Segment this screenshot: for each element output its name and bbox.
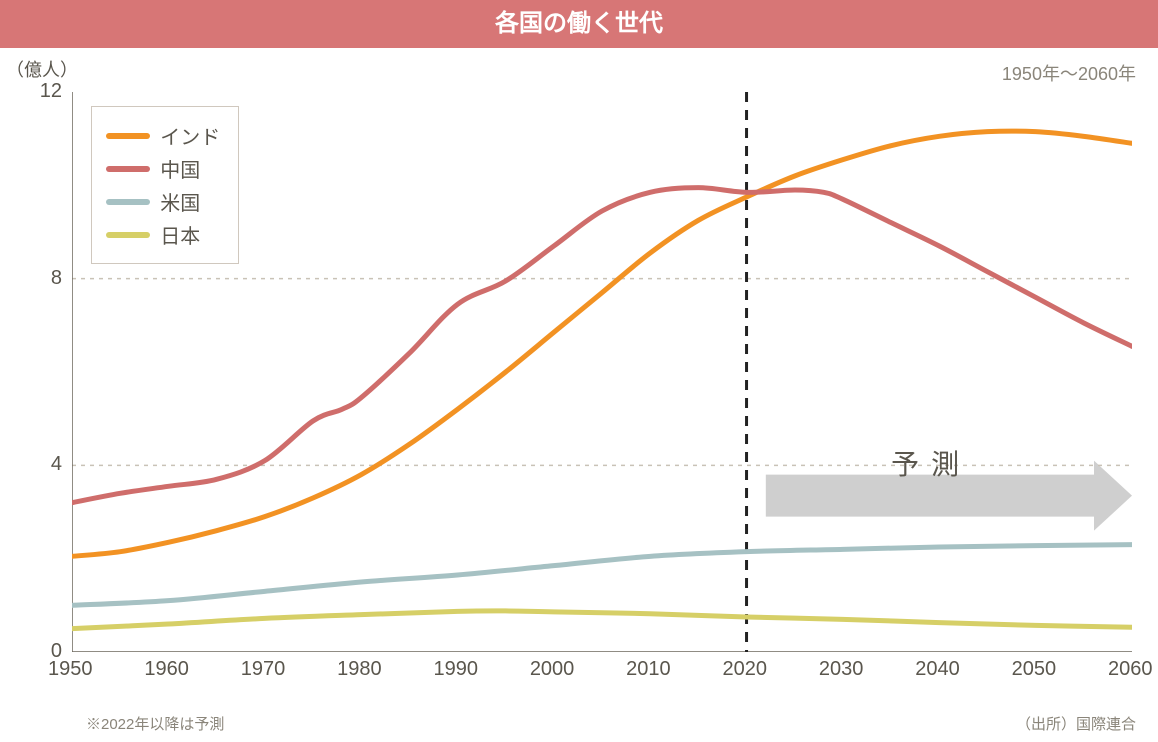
legend-swatch: [106, 232, 150, 238]
time-range-label: 1950年～2060年: [1002, 60, 1136, 86]
legend-item: 中国: [106, 154, 220, 183]
x-tick-label: 2050: [1012, 658, 1057, 681]
forecast-label: 予測: [891, 443, 971, 483]
legend-swatch: [106, 133, 150, 139]
legend-item: 米国: [106, 187, 220, 216]
legend-item: インド: [106, 121, 220, 150]
footnote-right: （出所）国際連合: [1016, 713, 1136, 734]
legend-label: 中国: [160, 154, 200, 183]
x-tick-label: 2020: [723, 658, 768, 681]
chart-container: 各国の働く世代 （億人） 1950年～2060年 インド中国米国日本 予測 ※2…: [0, 0, 1158, 742]
y-tick-label: 8: [51, 267, 62, 290]
legend: インド中国米国日本: [91, 106, 239, 264]
x-tick-label: 1990: [433, 658, 478, 681]
x-tick-label: 2060: [1108, 658, 1153, 681]
legend-item: 日本: [106, 220, 220, 249]
y-axis-unit-label: （億人）: [6, 56, 78, 82]
legend-swatch: [106, 199, 150, 205]
x-tick-label: 1960: [144, 658, 189, 681]
footnote-left: ※2022年以降は予測: [86, 713, 224, 734]
x-tick-label: 2000: [530, 658, 575, 681]
legend-label: 日本: [160, 220, 200, 249]
y-tick-label: 4: [51, 453, 62, 476]
x-tick-label: 2010: [626, 658, 671, 681]
x-tick-label: 1950: [48, 658, 93, 681]
legend-swatch: [106, 166, 150, 172]
x-tick-label: 2040: [915, 658, 960, 681]
x-tick-label: 1970: [241, 658, 286, 681]
chart-title: 各国の働く世代: [0, 0, 1158, 48]
y-tick-label: 12: [40, 80, 62, 103]
legend-label: インド: [160, 121, 220, 150]
legend-label: 米国: [160, 187, 200, 216]
x-tick-label: 1980: [337, 658, 382, 681]
x-tick-label: 2030: [819, 658, 864, 681]
